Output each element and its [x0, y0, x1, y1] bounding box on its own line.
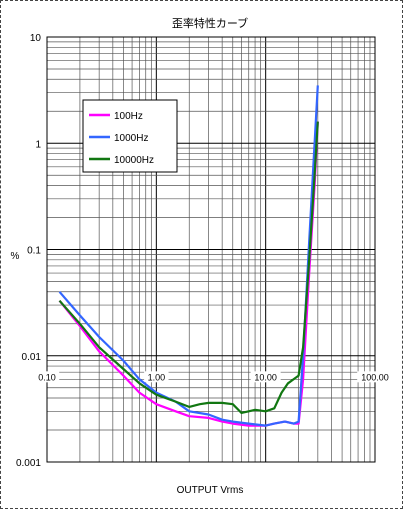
x-tick-label: 10.00: [254, 372, 277, 382]
legend-label: 10000Hz: [114, 155, 154, 166]
x-tick-label: 1.00: [148, 372, 166, 382]
y-tick-labels: 10 1 0.1 0.01 0.001: [16, 33, 41, 469]
y-tick-label: 0.1: [27, 246, 41, 257]
y-tick-label: 0.001: [16, 458, 41, 469]
x-tick-labels: 0.10 1.00 10.00 100.00: [34, 371, 393, 383]
chart-title: 歪率特性カーブ: [172, 16, 248, 30]
series-line-1000hz: [58, 85, 319, 427]
y-axis-label: %: [11, 251, 20, 262]
x-axis-label: OUTPUT Vrms: [177, 485, 244, 496]
x-tick-label: 0.10: [38, 372, 56, 382]
y-tick-label: 10: [30, 33, 42, 44]
y-tick-label: 0.01: [22, 352, 42, 363]
series-line-10000hz: [58, 121, 319, 414]
legend-label: 1000Hz: [114, 133, 148, 144]
x-tick-label: 100.00: [361, 372, 389, 382]
x-tick-label-bg: [250, 371, 281, 383]
y-tick-label: 1: [35, 139, 41, 150]
legend: 100Hz 1000Hz 10000Hz: [82, 99, 178, 173]
series-lines: [58, 85, 319, 427]
series-line-100hz: [58, 121, 319, 427]
plot-border: [46, 36, 376, 463]
x-tick-label-bg: [357, 371, 393, 383]
legend-label: 100Hz: [114, 111, 143, 122]
x-tick-label-bg: [144, 371, 169, 383]
x-tick-label-bg: [34, 371, 60, 383]
